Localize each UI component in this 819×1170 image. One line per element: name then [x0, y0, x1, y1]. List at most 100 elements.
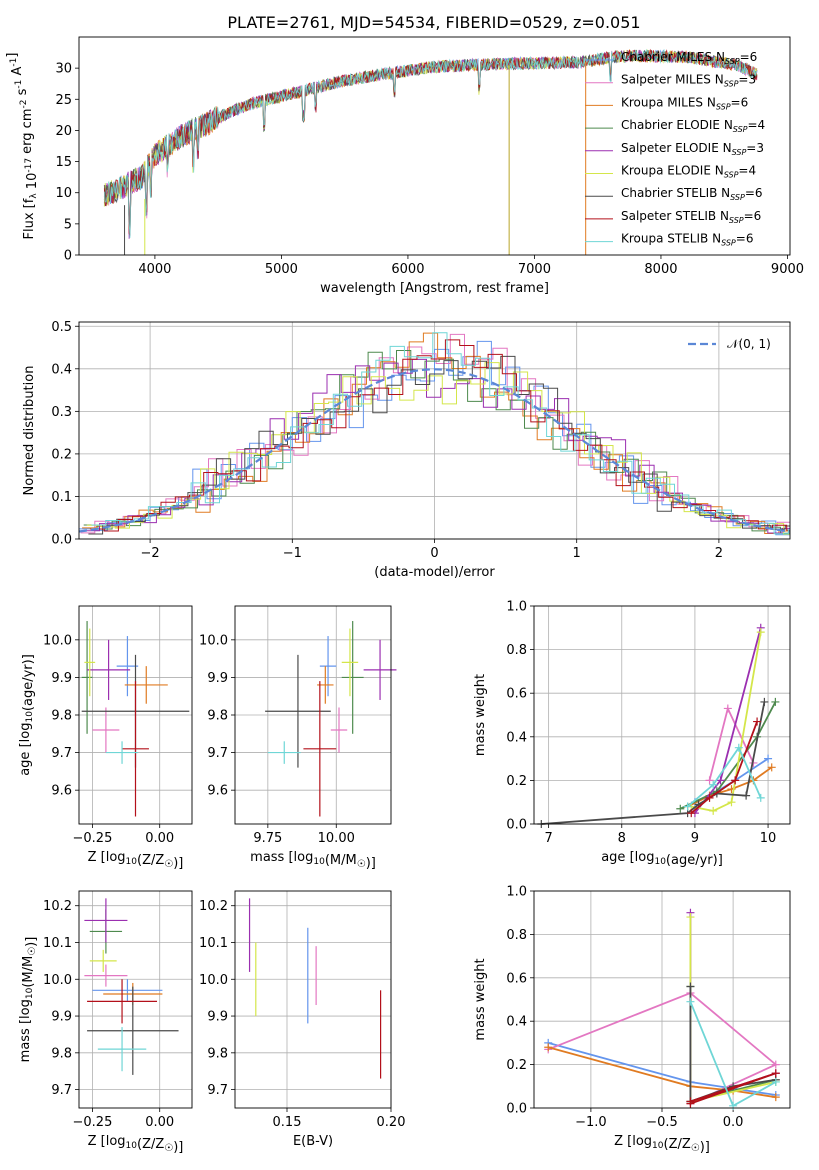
y-tick-label: 0.4: [506, 730, 527, 745]
x-tick-label: −2: [141, 546, 160, 561]
panel-3: −0.25 0.00 9.6 9.7 9.8 9.9 10.0 Z [log10(Z/Z☉)]…: [18, 605, 193, 871]
x-tick-label: 0.20: [377, 1115, 406, 1130]
plot-frame: [78, 605, 193, 825]
y-tick-label: 0.0: [506, 818, 527, 833]
data-point: [686, 1097, 695, 1106]
x-tick-label: 1: [573, 546, 581, 561]
y-tick-label: 0.5: [51, 320, 72, 335]
legend-label: Salpeter STELIB NSSP=6: [621, 209, 761, 225]
x-tick-label: 0.0: [723, 1115, 744, 1130]
data-point: [771, 1060, 780, 1069]
x-tick-label: 0.00: [145, 1115, 174, 1130]
y-tick-label: 0.4: [506, 1015, 527, 1030]
y-tick-label: 9.6: [51, 784, 72, 799]
y-tick-label: 9.9: [207, 671, 228, 686]
plot-frame: [78, 321, 791, 540]
x-tick-label: 8000: [644, 262, 677, 277]
legend-label: Kroupa MILES NSSP=6: [621, 95, 748, 111]
data-point: [683, 802, 692, 811]
x-tick-label: 9.75: [253, 831, 282, 846]
legend-label: Chabrier MILES NSSP=6: [621, 50, 757, 66]
data-point: [753, 717, 762, 726]
x-tick-label: 10.00: [318, 831, 355, 846]
y-tick-label: 20: [55, 124, 72, 139]
y-tick-label: 9.7: [207, 1083, 228, 1098]
spectrum-line: [103, 48, 758, 238]
legend-label: Kroupa ELODIE NSSP=4: [621, 164, 756, 180]
x-tick-label: 10: [760, 831, 777, 846]
y-tick-label: 10.0: [199, 633, 228, 648]
x-axis-label: Z [log10(Z/Z☉)]: [88, 1134, 184, 1155]
x-tick-label: 0: [430, 546, 438, 561]
x-tick-label: 9: [691, 831, 699, 846]
y-axis-label: Flux [fλ 10-17 erg cm-2 s-1 A-1]: [5, 53, 40, 240]
y-tick-label: 0.3: [51, 405, 72, 420]
x-tick-label: 6000: [391, 262, 424, 277]
y-tick-label: 9.8: [207, 1046, 228, 1061]
figure-title: PLATE=2761, MJD=54534, FIBERID=0529, z=0…: [227, 13, 640, 32]
data-point: [734, 743, 743, 752]
spectrum-line: [103, 49, 758, 234]
series-line: [691, 632, 762, 812]
x-axis-label: E(B-V): [293, 1134, 333, 1149]
panel-5: 7 8 9 10 0.0 0.2 0.4 0.6 0.8 1.0 age [log10(age/yr…: [473, 600, 791, 868]
histogram-step: [86, 362, 790, 535]
y-tick-label: 0.4: [51, 362, 72, 377]
y-tick-label: 0.1: [51, 490, 72, 505]
legend-label: Salpeter ELODIE NSSP=3: [621, 141, 764, 157]
data-point: [742, 791, 751, 800]
data-point: [756, 793, 765, 802]
y-tick-label: 9.8: [51, 709, 72, 724]
y-tick-label: 9.7: [51, 1083, 72, 1098]
panel-4: 9.75 10.00 9.6 9.7 9.8 9.9 10.0 mass [log10(M/M…: [199, 605, 397, 871]
data-point: [760, 697, 769, 706]
y-tick-label: 0.2: [51, 447, 72, 462]
x-tick-label: −1.0: [575, 1115, 607, 1130]
y-tick-label: 9.6: [207, 784, 228, 799]
histogram-step: [91, 332, 790, 535]
histogram-step: [88, 355, 790, 535]
data-point: [544, 1043, 553, 1052]
y-axis-label: age [log10(age/yr)]: [18, 654, 36, 776]
y-tick-label: 0.0: [51, 533, 72, 548]
y-tick-label: 0.2: [506, 1058, 527, 1073]
y-tick-label: 1.0: [506, 600, 527, 615]
data-point: [723, 704, 732, 713]
plot-frame: [234, 605, 392, 825]
panel-1: 4000 5000 6000 7000 8000 9000 0 5 10 15 20 25 30 Chab…: [5, 36, 804, 296]
data-point: [727, 798, 736, 807]
x-tick-label: 4000: [138, 262, 171, 277]
y-tick-label: 0.2: [506, 774, 527, 789]
x-axis-label: mass [log10(M/M☉)]: [250, 850, 376, 871]
data-point: [676, 804, 685, 813]
histogram-step: [83, 350, 790, 534]
y-tick-label: 0.0: [506, 1102, 527, 1117]
y-tick-label: 0.6: [506, 971, 527, 986]
y-axis-label: mass [log10(M/M☉)]: [18, 937, 39, 1063]
x-tick-label: 8: [618, 831, 626, 846]
series-line: [690, 721, 758, 814]
data-point: [709, 806, 718, 815]
legend-label: 𝒩(0, 1): [727, 337, 771, 351]
series-line: [687, 745, 762, 808]
y-tick-label: 9.9: [51, 671, 72, 686]
y-tick-label: 15: [55, 155, 72, 170]
legend-label: Chabrier ELODIE NSSP=4: [621, 118, 765, 134]
legend-label: Kroupa STELIB NSSP=6: [621, 232, 753, 248]
x-tick-label: 9000: [771, 262, 804, 277]
histogram-step: [89, 339, 790, 532]
y-tick-label: 9.7: [51, 746, 72, 761]
data-point: [771, 697, 780, 706]
y-tick-label: 30: [55, 62, 72, 77]
y-tick-label: 9.7: [207, 746, 228, 761]
x-axis-label: Z [log10(Z/Z☉)]: [614, 1134, 710, 1155]
y-tick-label: 10.0: [199, 973, 228, 988]
y-tick-label: 10.1: [199, 936, 228, 951]
data-point: [731, 776, 740, 785]
panel-7: 0.15 0.20 9.7 9.8 9.9 10.0 10.1 10.2 E(B-V): [199, 890, 406, 1149]
y-axis-label: mass weight: [473, 674, 488, 756]
histogram-step: [82, 332, 790, 534]
x-tick-label: −0.25: [73, 1115, 113, 1130]
y-tick-label: 10.2: [43, 899, 72, 914]
